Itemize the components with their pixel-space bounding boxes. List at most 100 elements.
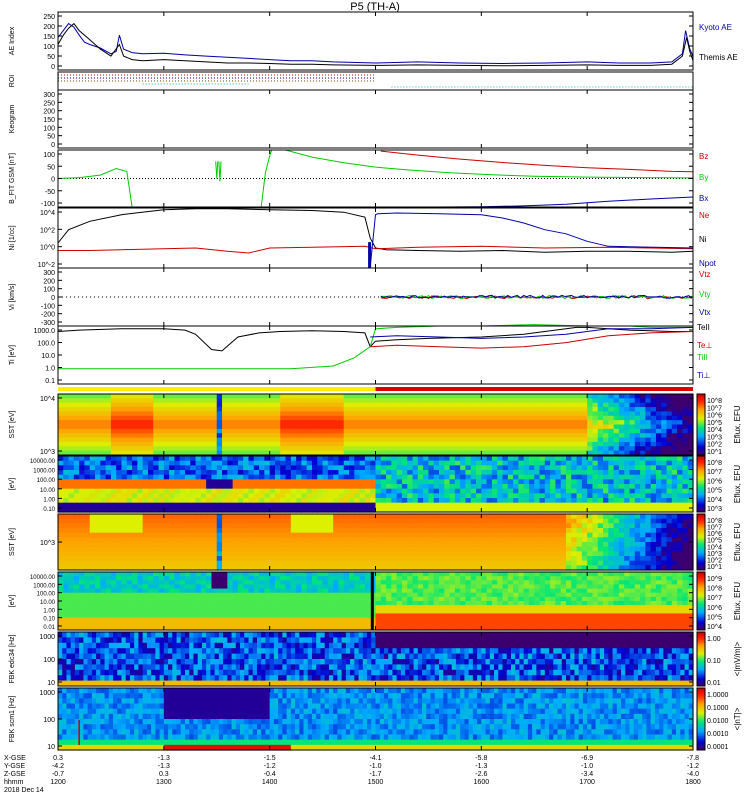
esa_ion-cell <box>126 502 133 508</box>
sst_ion-cell <box>491 446 498 452</box>
sst_elec-cell <box>375 523 382 529</box>
esa_ion-cell <box>407 484 414 490</box>
esa_ion-cell <box>253 474 260 480</box>
sst_ion-cell <box>163 415 170 421</box>
sst_ion-cell <box>222 402 228 408</box>
esa_ion-cell <box>95 493 101 499</box>
sst_ion-cell <box>650 437 657 443</box>
esa_ion-cell <box>417 479 424 485</box>
sst_elec-cell <box>417 560 424 566</box>
esa_ion-cell <box>518 498 525 504</box>
sst_ion-cell <box>460 450 467 456</box>
sst_elec-cell <box>126 551 133 557</box>
sst_ion-cell <box>285 446 292 452</box>
sst_ion-cell <box>528 441 535 447</box>
esa_ion-cell <box>666 470 673 476</box>
esa_ion-cell <box>248 456 255 462</box>
esa_ion-cell <box>237 470 244 476</box>
sst_ion-cell <box>222 424 228 430</box>
sst_elec-cell <box>528 518 535 524</box>
sst_ion-cell <box>195 424 202 430</box>
sst_elec-cell <box>412 537 419 543</box>
sst_elec-cell <box>110 518 117 524</box>
esa_ion-cell <box>682 502 689 508</box>
sst_elec-cell <box>433 556 440 562</box>
esa_ion-cell <box>428 493 435 499</box>
esa_ion-cell <box>386 460 392 466</box>
sst_ion-cell <box>497 441 504 447</box>
esa_ion-cell <box>153 479 160 485</box>
sst_ion-cell <box>650 424 657 430</box>
sst_elec-cell <box>634 551 641 557</box>
sst_ion-cell <box>116 411 123 417</box>
sst_ion-cell <box>359 411 366 417</box>
esa_ion-cell <box>449 460 456 466</box>
esa_ion-cell <box>116 507 123 513</box>
sst_ion-cell <box>354 394 361 399</box>
sst_elec-cell <box>237 556 244 562</box>
sst_ion-cell <box>100 428 107 434</box>
sst_elec-cell <box>227 532 234 538</box>
esa_ion-cell <box>349 498 355 504</box>
sst_elec-cell <box>449 551 456 557</box>
sst_ion-cell <box>312 407 318 413</box>
esa_ion-cell <box>608 484 615 490</box>
sst_ion-cell <box>571 433 578 439</box>
sst_ion-cell <box>163 407 170 413</box>
sst_ion-cell <box>58 437 64 443</box>
sst_ion-cell <box>391 446 398 452</box>
esa_ion-cell <box>200 502 207 508</box>
sst_ion-cell <box>169 411 176 417</box>
esa_ion-cell <box>327 507 334 513</box>
esa_ion-cell <box>560 456 567 462</box>
sst_ion-cell <box>333 398 340 404</box>
sst_elec-cell <box>566 523 572 529</box>
sst_elec-cell <box>110 565 117 571</box>
sst_elec-cell <box>95 537 101 543</box>
sst_ion-cell <box>581 411 588 417</box>
sst_elec-cell <box>401 551 408 557</box>
sst_elec-cell <box>544 546 551 552</box>
esa_ion-cell <box>655 498 662 504</box>
sst_ion-cell <box>581 437 588 443</box>
keogram-tick-label: 250 <box>43 100 55 107</box>
sst_ion-cell <box>640 402 646 408</box>
sst_elec-cell <box>206 523 213 529</box>
sst_ion-cell <box>486 407 493 413</box>
sst_elec-cell <box>116 560 123 566</box>
sst_ion-cell <box>306 407 313 413</box>
esa_ion-cell <box>163 502 170 508</box>
esa_ion-colorbar-cell <box>697 458 705 461</box>
esa_ion-cell <box>534 507 541 513</box>
esa_ion-cell <box>486 498 493 504</box>
sst_ion-cell <box>211 411 218 417</box>
sst_elec-cell <box>100 542 107 548</box>
sst_ion-cell <box>147 450 154 456</box>
esa_ion-cell <box>454 460 461 466</box>
esa_ion-cell <box>190 502 197 508</box>
sst_ion-cell <box>687 441 694 447</box>
sst_ion-colorbar-cell <box>697 451 705 454</box>
sst_ion-cell <box>290 441 297 447</box>
sst_ion-cell <box>359 441 366 447</box>
sst_ion-cell <box>95 424 101 430</box>
sst_elec-cell <box>444 551 451 557</box>
sst_ion-cbar-tick: 10^7 <box>707 405 722 412</box>
esa_ion-cell <box>174 498 181 504</box>
sst_elec-cell <box>110 551 117 557</box>
sst_ion-cell <box>544 433 551 439</box>
esa_ion-tick-label: 1.00 <box>43 497 55 503</box>
sst_elec-cell <box>528 546 535 552</box>
esa_ion-cell <box>666 474 673 480</box>
sst_ion-cell <box>248 424 255 430</box>
esa_ion-cell <box>169 465 176 471</box>
sst_elec-cell <box>285 542 292 548</box>
sst_elec-cell <box>354 518 361 524</box>
esa_ion-cell <box>396 502 403 508</box>
sst_ion-cell <box>185 411 191 417</box>
sst_elec-cell <box>317 528 324 534</box>
esa_ion-cell <box>465 479 472 485</box>
sst_ion-cell <box>137 450 144 456</box>
sst_ion-cell <box>153 428 160 434</box>
sst_ion-cell <box>433 394 440 399</box>
